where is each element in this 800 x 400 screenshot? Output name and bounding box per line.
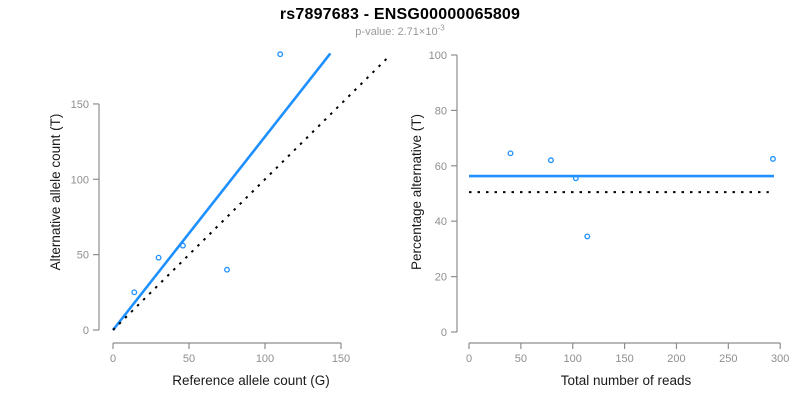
y-tick-label: 20	[435, 272, 447, 284]
x-axis-title: Reference allele count (G)	[172, 373, 330, 388]
x-tick-label: 300	[771, 353, 789, 365]
data-point	[179, 242, 186, 249]
x-tick-label: 150	[332, 353, 350, 365]
data-point	[224, 266, 230, 273]
y-axis-title: Alternative allele count (T)	[48, 114, 63, 271]
x-tick-label: 50	[183, 353, 195, 365]
figure-subtitle: p-value: 2.71×10-3	[0, 23, 800, 38]
x-tick-label: 0	[466, 353, 472, 365]
data-point	[277, 51, 284, 58]
y-tick-label: 40	[435, 216, 447, 228]
x-tick-label: 150	[615, 353, 633, 365]
x-tick-label: 100	[256, 353, 274, 365]
y-tick-label: 100	[429, 50, 447, 62]
x-tick-label: 100	[564, 353, 582, 365]
x-tick-label: 50	[515, 353, 527, 365]
y-axis-title: Percentage alternative (T)	[409, 114, 424, 270]
x-tick-label: 200	[667, 353, 685, 365]
data-point	[584, 233, 591, 240]
pvalue-text: p-value: 2.71×10	[355, 26, 438, 38]
percentage-vs-reads-scatter: 0 20 40 60 80 100 0 50 100 150 200 250 300 Total numb…	[409, 50, 789, 388]
data-point	[572, 175, 579, 182]
pvalue-exponent: -3	[437, 23, 445, 33]
y-tick-label: 60	[435, 161, 447, 173]
identity-line	[112, 56, 389, 331]
data-point	[547, 157, 554, 164]
data-point	[155, 254, 162, 261]
data-point	[769, 155, 776, 162]
fit-line	[111, 52, 332, 331]
data-point	[131, 289, 138, 296]
x-tick-label: 0	[110, 353, 116, 365]
y-tick-label: 150	[71, 99, 89, 111]
y-tick-label: 0	[441, 327, 447, 339]
figure-title: rs7897683 - ENSG00000065809	[279, 6, 521, 23]
data-point	[507, 150, 514, 157]
y-tick-label: 0	[83, 325, 89, 337]
x-tick-label: 250	[719, 353, 737, 365]
y-tick-label: 50	[77, 250, 89, 262]
y-tick-label: 80	[435, 105, 447, 117]
x-axis-title: Total number of reads	[561, 373, 692, 388]
y-tick-label: 100	[71, 174, 89, 186]
